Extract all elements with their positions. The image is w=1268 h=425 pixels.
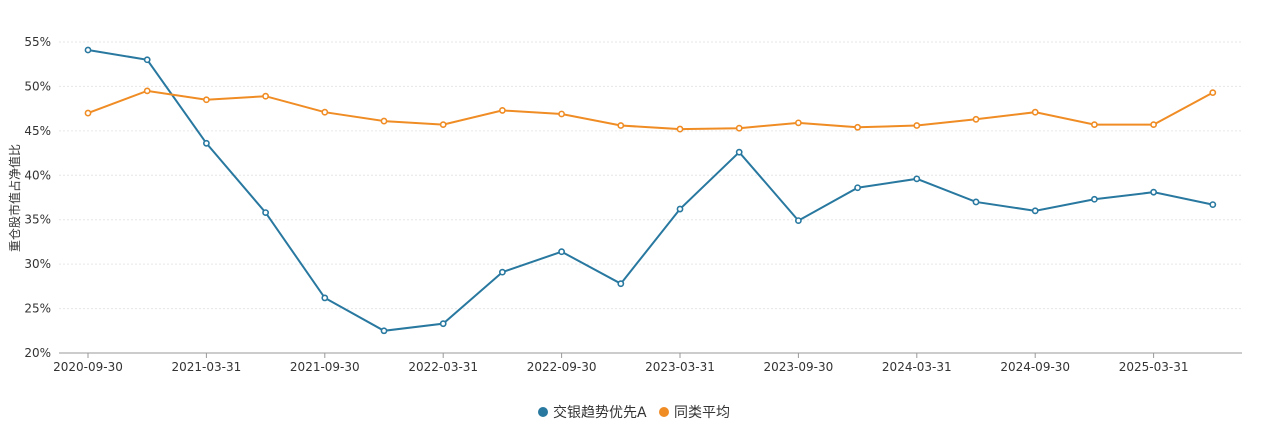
data-point[interactable]: [143, 56, 151, 64]
data-point[interactable]: [795, 217, 802, 225]
data-point[interactable]: [439, 121, 447, 129]
data-point[interactable]: [617, 280, 625, 288]
data-point[interactable]: [735, 124, 743, 132]
data-point[interactable]: [1209, 201, 1217, 209]
series-line-1: [87, 89, 1214, 131]
grid-lines: [59, 41, 1242, 310]
data-point[interactable]: [202, 139, 210, 147]
data-point[interactable]: [380, 117, 388, 125]
data-point[interactable]: [321, 108, 329, 116]
data-point[interactable]: [558, 110, 565, 118]
legend-marker-category-average: [659, 407, 670, 417]
legend-label-fund: 交银趋势优先A: [552, 405, 647, 421]
data-point[interactable]: [1091, 195, 1098, 203]
data-point[interactable]: [498, 107, 506, 114]
x-tick-label: 2022-03-31: [408, 360, 478, 374]
data-point[interactable]: [1091, 121, 1098, 129]
data-point[interactable]: [84, 46, 92, 54]
data-point[interactable]: [735, 148, 743, 156]
legend: 交银趋势优先A 同类平均: [0, 402, 1268, 422]
y-tick-label: 45%: [24, 124, 51, 138]
series-points: [84, 46, 1217, 335]
data-point[interactable]: [84, 109, 92, 117]
y-tick-label: 50%: [24, 79, 51, 93]
data-point[interactable]: [913, 175, 921, 183]
y-tick-label: 40%: [24, 168, 51, 182]
data-point[interactable]: [498, 268, 506, 276]
data-point[interactable]: [1031, 207, 1039, 215]
x-tick-label: 2022-09-30: [527, 360, 597, 374]
x-tick-label: 2021-09-30: [290, 360, 360, 374]
y-tick-label: 55%: [24, 35, 51, 49]
data-point[interactable]: [202, 96, 210, 104]
data-point[interactable]: [1031, 108, 1039, 116]
data-point[interactable]: [676, 205, 684, 213]
data-point[interactable]: [676, 125, 684, 133]
x-tick-label: 2025-03-31: [1119, 360, 1189, 374]
x-tick-label: 2024-09-30: [1000, 360, 1070, 374]
data-point[interactable]: [617, 122, 625, 129]
data-point[interactable]: [321, 294, 329, 302]
y-tick-label: 30%: [24, 257, 51, 271]
data-point[interactable]: [262, 92, 269, 100]
data-point[interactable]: [1150, 121, 1157, 129]
x-tick-label: 2023-03-31: [645, 360, 715, 374]
x-tick-label: 2023-09-30: [764, 360, 834, 374]
data-point[interactable]: [439, 320, 447, 328]
data-point[interactable]: [1150, 188, 1157, 196]
data-point[interactable]: [262, 209, 269, 217]
series-lines: [87, 49, 1214, 332]
series-line-0: [87, 49, 1214, 332]
data-point[interactable]: [795, 119, 802, 127]
data-point[interactable]: [854, 184, 861, 192]
legend-item-category-average[interactable]: 同类平均: [659, 402, 730, 422]
data-point[interactable]: [143, 87, 151, 95]
x-tick-label: 2021-03-31: [172, 360, 242, 374]
y-tick-label: 25%: [24, 302, 51, 316]
data-point[interactable]: [558, 248, 565, 256]
x-axis-ticks: 2020-09-30 2021-03-31 2021-09-30 2022-03-31…: [53, 353, 1188, 374]
y-axis-label: 重仓股市值占净值比: [7, 144, 22, 252]
data-point[interactable]: [1209, 89, 1217, 97]
data-point[interactable]: [972, 115, 980, 123]
y-axis-tick-labels: 20% 25% 30% 35% 40% 45% 50% 55%: [24, 35, 51, 360]
x-tick-label: 2024-03-31: [882, 360, 952, 374]
x-tick-label: 2020-09-30: [53, 360, 123, 374]
data-point[interactable]: [380, 327, 388, 335]
y-tick-label: 20%: [24, 346, 51, 360]
data-point[interactable]: [854, 123, 861, 131]
data-point[interactable]: [972, 198, 980, 206]
legend-item-fund[interactable]: 交银趋势优先A: [537, 402, 647, 422]
legend-marker-fund: [537, 407, 548, 417]
data-point[interactable]: [913, 122, 921, 129]
legend-label-category-average: 同类平均: [674, 405, 731, 421]
y-tick-label: 35%: [24, 213, 51, 227]
